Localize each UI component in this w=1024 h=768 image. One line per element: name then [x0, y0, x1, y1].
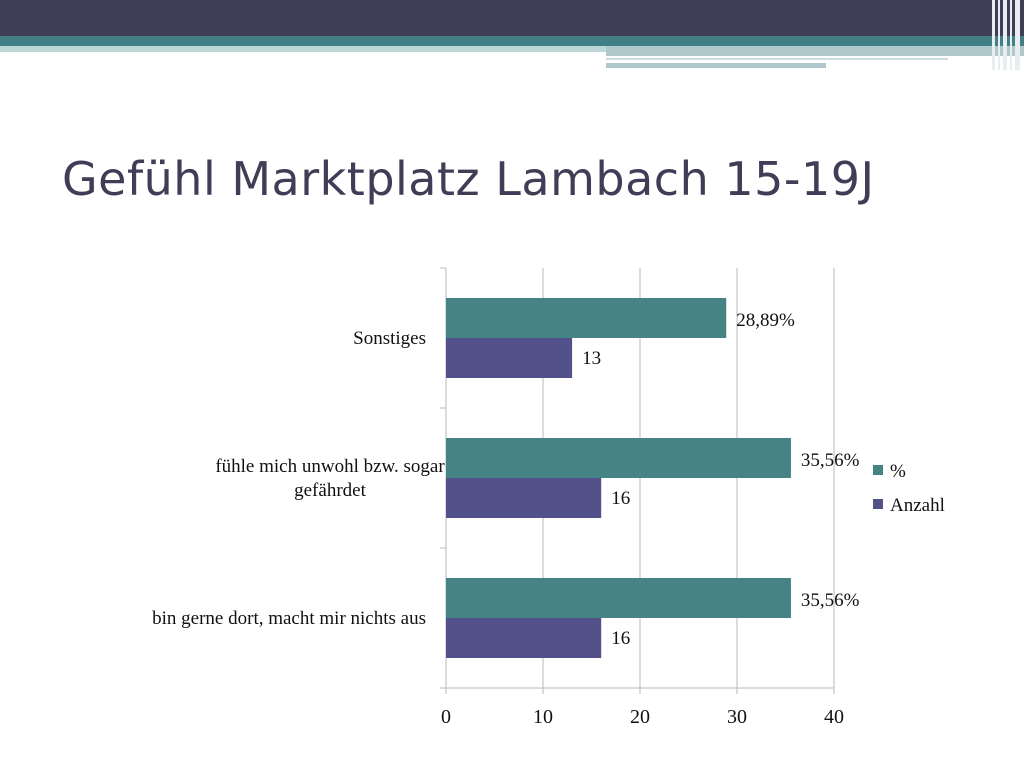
- header-teal-band: [0, 36, 1024, 46]
- bar-anzahl: [446, 618, 602, 658]
- category-label: bin gerne dort, macht mir nichts aus: [152, 608, 426, 629]
- data-label: 16: [611, 628, 630, 649]
- legend-label-anzahl: Anzahl: [890, 495, 945, 516]
- chart-legend: % Anzahl: [873, 461, 945, 516]
- header-thin-line-lower: [606, 63, 826, 68]
- x-tick-label: 30: [727, 706, 747, 728]
- x-tick-label: 0: [441, 706, 451, 728]
- chart-bars: [446, 298, 791, 658]
- data-label: 28,89%: [736, 310, 795, 331]
- data-label: 35,56%: [801, 450, 860, 471]
- header-decorative-stripes: [988, 0, 1024, 70]
- header-light-band-right: [606, 46, 1024, 56]
- chart-labels: 0 10 20 30 40 bin gerne dort, macht mir nicht…: [152, 310, 860, 728]
- data-label: 13: [582, 348, 601, 369]
- legend-swatch-percent: [873, 465, 883, 475]
- header-thin-line: [606, 58, 948, 60]
- legend-label-percent: %: [890, 461, 906, 482]
- data-label: 35,56%: [801, 590, 860, 611]
- bar-anzahl: [446, 338, 573, 378]
- bar-anzahl: [446, 478, 602, 518]
- header-light-band-left: [0, 46, 606, 52]
- x-tick-label: 40: [824, 706, 844, 728]
- bar-percent: [446, 578, 791, 618]
- legend-swatch-anzahl: [873, 499, 883, 509]
- bar-percent: [446, 438, 791, 478]
- x-tick-label: 10: [533, 706, 553, 728]
- bar-percent: [446, 298, 727, 338]
- x-tick-label: 20: [630, 706, 650, 728]
- header-dark-band: [0, 0, 1024, 36]
- data-label: 16: [611, 488, 630, 509]
- category-label: Sonstiges: [353, 328, 426, 349]
- slide-title: Gefühl Marktplatz Lambach 15-19J: [62, 152, 875, 206]
- category-label: fühle mich unwohl bzw. sogar gefährdet: [215, 456, 445, 501]
